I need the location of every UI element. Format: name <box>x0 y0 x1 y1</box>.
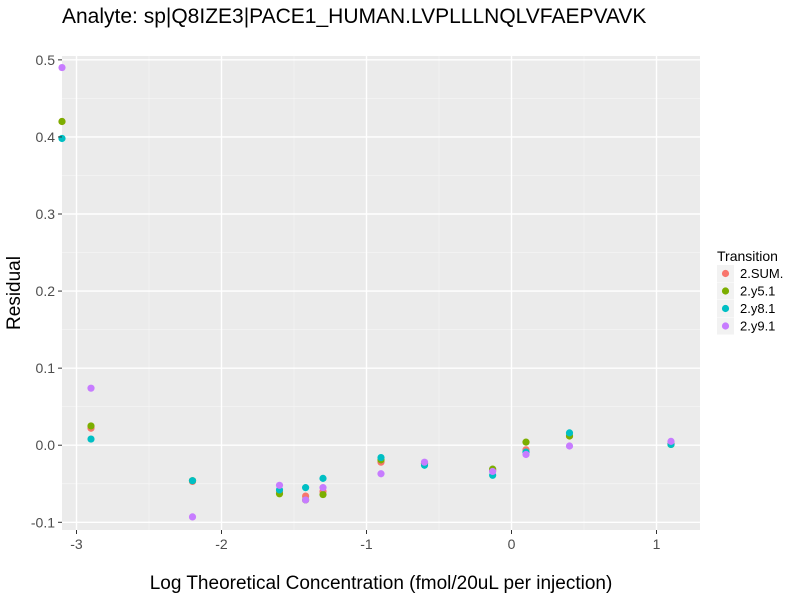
point-2-y8-1 <box>58 134 66 143</box>
x-tick-label: 1 <box>653 536 661 552</box>
data-points <box>58 63 675 521</box>
point-2-y8-1 <box>188 477 197 485</box>
point-2-y9-1 <box>667 437 675 445</box>
point-2-y5-1 <box>87 422 95 430</box>
legend-label-2-y9-1: 2.y9.1 <box>740 319 775 334</box>
plot-panel <box>62 56 700 530</box>
legend: Transition 2.SUM. 2.y5.1 2.y8.1 2.y9.1 <box>717 248 783 335</box>
legend-label-2-y5-1: 2.y5.1 <box>740 284 775 299</box>
point-2-y9-1 <box>302 496 310 504</box>
point-2-y8-1 <box>302 484 310 492</box>
y-axis-title: Residual <box>4 256 25 330</box>
point-2-y8-1 <box>565 429 574 437</box>
x-tick-label: 0 <box>508 536 516 552</box>
point-2-y9-1 <box>565 442 574 450</box>
point-2-y9-1 <box>275 481 284 489</box>
y-tick-label: 0.2 <box>36 283 56 299</box>
legend-title: Transition <box>717 248 778 264</box>
point-2-y5-1 <box>58 117 66 126</box>
point-2-y9-1 <box>377 470 385 478</box>
point-2-y8-1 <box>87 435 95 443</box>
x-tick-label: -2 <box>215 536 228 552</box>
y-tick-label: 0.4 <box>36 129 56 145</box>
legend-key-2-y9-1 <box>721 322 730 330</box>
point-2-y9-1 <box>522 450 530 459</box>
major-gridlines <box>62 56 700 530</box>
point-2-y9-1 <box>319 484 327 492</box>
point-2-y8-1 <box>377 453 385 462</box>
point-2-y9-1 <box>58 63 66 72</box>
y-tick-label: -0.1 <box>31 514 55 530</box>
x-tick-label: -3 <box>70 536 83 552</box>
y-tick-label: 0.5 <box>36 52 56 68</box>
legend-key-2-y8-1 <box>721 304 730 313</box>
point-2-y5-1 <box>522 438 530 446</box>
y-axis: -0.1 0.0 0.1 0.2 0.3 0.4 0.5 <box>31 52 62 530</box>
point-2-y9-1 <box>188 513 197 521</box>
legend-key-2-y5-1 <box>721 287 730 295</box>
y-tick-label: 0.1 <box>36 360 56 376</box>
legend-label-2-sum: 2.SUM. <box>740 266 783 281</box>
legend-key-2-sum <box>721 269 730 278</box>
y-tick-label: 0.3 <box>36 206 56 222</box>
legend-label-2-y8-1: 2.y8.1 <box>740 301 775 316</box>
point-2-y9-1 <box>87 384 95 392</box>
y-tick-label: 0.0 <box>36 437 56 453</box>
chart-title: Analyte: sp|Q8IZE3|PACE1_HUMAN.LVPLLLNQL… <box>62 5 646 28</box>
x-tick-label: -1 <box>360 536 373 552</box>
point-2-y9-1 <box>489 467 497 476</box>
minor-gridlines <box>62 56 700 530</box>
point-2-y8-1 <box>319 474 327 482</box>
x-axis-title: Log Theoretical Concentration (fmol/20uL… <box>150 573 613 594</box>
point-2-y5-1 <box>319 490 327 499</box>
x-axis: -3 -2 -1 0 1 <box>70 530 661 552</box>
point-2-y9-1 <box>420 458 429 466</box>
